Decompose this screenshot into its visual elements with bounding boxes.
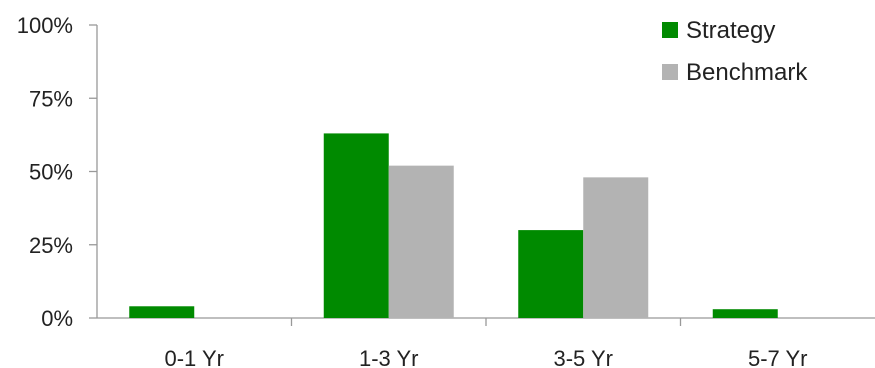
bar-benchmark: [388, 165, 454, 318]
y-tick-label: 75%: [29, 86, 73, 111]
bars: [129, 133, 778, 318]
legend-label-strategy: Strategy: [686, 17, 775, 44]
legend: Strategy Benchmark: [662, 17, 808, 86]
legend-swatch-benchmark: [662, 64, 678, 80]
y-tick-label: 50%: [29, 160, 73, 185]
x-tick-label: 0-1 Yr: [164, 346, 224, 368]
bar-strategy: [712, 309, 778, 318]
x-tick-label: 5-7 Yr: [748, 346, 808, 368]
y-tick-label: 25%: [29, 233, 73, 258]
y-tick-label: 0%: [41, 306, 73, 331]
x-tick-label: 1-3 Yr: [359, 346, 419, 368]
bar-benchmark: [583, 177, 649, 318]
x-tick-label: 3-5 Yr: [553, 346, 613, 368]
bar-strategy: [323, 133, 389, 318]
legend-label-benchmark: Benchmark: [686, 59, 808, 86]
bar-strategy: [518, 230, 584, 318]
y-tick-label: 100%: [17, 13, 73, 38]
bar-strategy: [129, 306, 195, 318]
x-axis: 0-1 Yr 1-3 Yr 3-5 Yr 5-7 Yr: [97, 317, 875, 368]
y-axis: 0% 25% 50% 75% 100%: [17, 13, 98, 331]
legend-swatch-strategy: [662, 22, 678, 38]
